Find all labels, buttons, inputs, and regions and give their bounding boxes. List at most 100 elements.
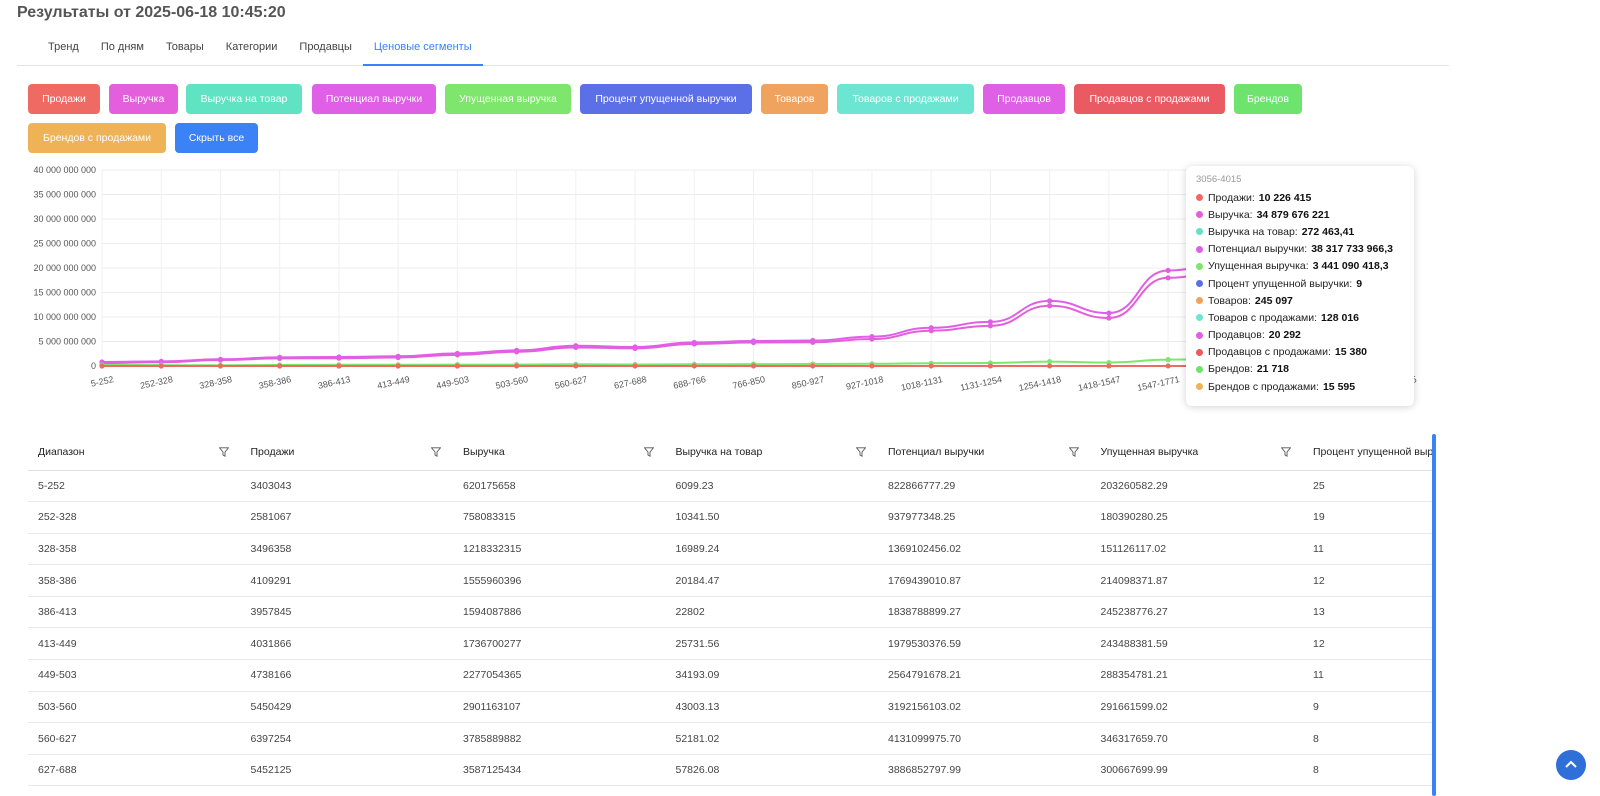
table-row[interactable]: 5-252 3403043 620175658 6099.23 822866777.29… <box>28 470 1432 503</box>
table-cell: 413-449 <box>28 627 241 661</box>
table-row[interactable]: 627-688 5452125 3587125434 57826.08 38868527… <box>28 754 1432 787</box>
column-header-label: Диапазон <box>38 445 85 458</box>
table-scrollbar[interactable] <box>1432 434 1436 796</box>
data-point <box>1165 357 1171 363</box>
filter-icon[interactable] <box>643 447 654 457</box>
table-row[interactable]: 449-503 4738166 2277054365 34193.09 25647916… <box>28 659 1432 692</box>
data-table: Диапазон Продажи Выручка Выручка на товар По… <box>28 434 1432 787</box>
chart-tooltip: 3056-4015 Продажи: 10 226 415 Выручка: 34 8… <box>1186 166 1414 406</box>
chevron-up-icon <box>1565 760 1577 768</box>
data-point <box>336 354 342 360</box>
table-cell: 10341.50 <box>665 501 878 534</box>
table-row[interactable]: 328-358 3496358 1218332315 16989.24 13691024… <box>28 533 1432 566</box>
toggle-revenue-potential-button[interactable]: Потенциал выручки <box>312 84 436 114</box>
tooltip-value: 272 463,41 <box>1301 225 1355 238</box>
toggle-sellers-with-sales-button[interactable]: Продавцов с продажами <box>1074 84 1225 114</box>
tab-bar: Тренд По дням Товары Категории Продавцы … <box>17 36 1449 66</box>
x-tick-label: 252-328 <box>139 374 173 391</box>
x-tick-label: 560-627 <box>554 374 588 391</box>
tab-price-segments[interactable]: Ценовые сегменты <box>362 36 483 66</box>
series-dot-icon <box>1196 280 1203 288</box>
x-tick-label: 1418-1547 <box>1077 374 1121 393</box>
x-tick-label: 1547-1771 <box>1136 374 1180 393</box>
y-tick-label: 35 000 000 000 <box>33 190 96 200</box>
table-cell: 4031866 <box>240 627 453 661</box>
tooltip-label: Брендов с продажами: <box>1208 380 1319 393</box>
table-cell: 358-386 <box>28 564 241 597</box>
toggle-lost-revenue-percent-button[interactable]: Процент упущенной выручки <box>580 84 752 114</box>
data-point <box>750 363 757 369</box>
toggle-brands-button[interactable]: Брендов <box>1234 84 1302 114</box>
filter-icon[interactable] <box>431 447 441 457</box>
tooltip-label: Упущенная выручка: <box>1208 260 1309 273</box>
tab-categories[interactable]: Категории <box>225 41 278 53</box>
data-point <box>395 363 401 369</box>
table-row[interactable]: 413-449 4031866 1736700277 25731.56 19795303… <box>28 627 1432 661</box>
table-cell: 52181.02 <box>665 722 878 755</box>
data-point <box>513 363 520 369</box>
hide-all-button[interactable]: Скрыть все <box>175 123 258 153</box>
column-header[interactable]: Продажи <box>240 434 453 471</box>
column-header[interactable]: Выручка <box>453 434 666 471</box>
tooltip-label: Товаров: <box>1208 294 1251 307</box>
scroll-to-top-button[interactable] <box>1556 750 1586 780</box>
table-cell: 6397254 <box>240 722 453 755</box>
table-cell: 180390280.25 <box>1090 501 1303 534</box>
column-header[interactable]: Выручка на товар <box>665 434 878 471</box>
tooltip-label: Потенциал выручки: <box>1208 243 1308 256</box>
series-dot-icon <box>1196 365 1203 373</box>
tab-sellers[interactable]: Продавцы <box>299 41 352 53</box>
table-row[interactable]: 386-413 3957845 1594087886 22802 1838788899.… <box>28 596 1432 629</box>
column-header[interactable]: Потенциал выручки <box>878 434 1091 471</box>
toggle-products-button[interactable]: Товаров <box>761 84 828 114</box>
table-cell: 1838788899.27 <box>878 596 1091 629</box>
table-row[interactable]: 503-560 5450429 2901163107 43003.13 31921561… <box>28 691 1432 724</box>
tooltip-value: 128 016 <box>1321 311 1360 324</box>
x-tick-label: 449-503 <box>435 374 469 391</box>
tab-trend[interactable]: Тренд <box>48 41 79 53</box>
column-header[interactable]: Процент упущенной выручки <box>1303 434 1432 471</box>
data-point <box>573 363 579 369</box>
toggle-lost-revenue-button[interactable]: Упущенная выручка <box>445 84 571 114</box>
data-point <box>810 363 816 369</box>
column-header-label: Выручка на товар <box>675 445 763 458</box>
table-cell: 288354781.21 <box>1090 659 1303 692</box>
tooltip-label: Процент упущенной выручки: <box>1208 277 1353 290</box>
table-cell: 4131099975.70 <box>878 722 1091 755</box>
table-row[interactable]: 358-386 4109291 1555960396 20184.47 17694390… <box>28 564 1432 597</box>
data-point <box>1106 315 1112 321</box>
tooltip-value: 34 879 676 221 <box>1256 208 1330 221</box>
filter-icon[interactable] <box>218 447 229 457</box>
tooltip-row: Продавцов с продажами: 15 380 <box>1196 344 1404 361</box>
filter-icon[interactable] <box>856 447 866 457</box>
column-header[interactable]: Упущенная выручка <box>1090 434 1303 471</box>
y-tick-label: 25 000 000 000 <box>33 239 96 249</box>
tab-products[interactable]: Товары <box>165 41 204 53</box>
toggle-brands-with-sales-button[interactable]: Брендов с продажами <box>28 123 166 153</box>
toggle-sales-button[interactable]: Продажи <box>28 84 100 114</box>
tooltip-value: 15 380 <box>1334 346 1368 359</box>
table-cell: 1369102456.02 <box>878 533 1091 566</box>
filter-icon[interactable] <box>1068 447 1079 457</box>
table-cell: 1555960396 <box>453 564 666 597</box>
table-row[interactable]: 252-328 2581067 758083315 10341.50 937977348… <box>28 501 1432 534</box>
data-table-container: Диапазон Продажи Выручка Выручка на товар По… <box>28 434 1432 796</box>
tab-by-days[interactable]: По дням <box>100 41 144 53</box>
table-cell: 19 <box>1303 501 1432 534</box>
table-cell: 16989.24 <box>665 533 878 566</box>
tooltip-value: 20 292 <box>1268 329 1301 342</box>
table-cell: 1979530376.59 <box>878 627 1091 661</box>
toggle-sellers-button[interactable]: Продавцов <box>983 84 1065 114</box>
toggle-revenue-button[interactable]: Выручка <box>109 84 178 114</box>
column-header[interactable]: Диапазон <box>28 434 241 471</box>
toggle-products-with-sales-button[interactable]: Товаров с продажами <box>837 84 974 114</box>
table-row[interactable]: 560-627 6397254 3785889882 52181.02 41310999… <box>28 722 1432 755</box>
table-cell: 627-688 <box>28 754 241 787</box>
series-dot-icon <box>1196 245 1203 253</box>
x-tick-label: 5-252 <box>90 374 115 389</box>
filter-icon[interactable] <box>1281 447 1291 457</box>
tooltip-value: 3 441 090 418,3 <box>1312 260 1389 273</box>
table-cell: 4109291 <box>240 564 453 597</box>
data-point <box>1106 310 1112 316</box>
toggle-revenue-per-product-button[interactable]: Выручка на товар <box>186 84 302 114</box>
